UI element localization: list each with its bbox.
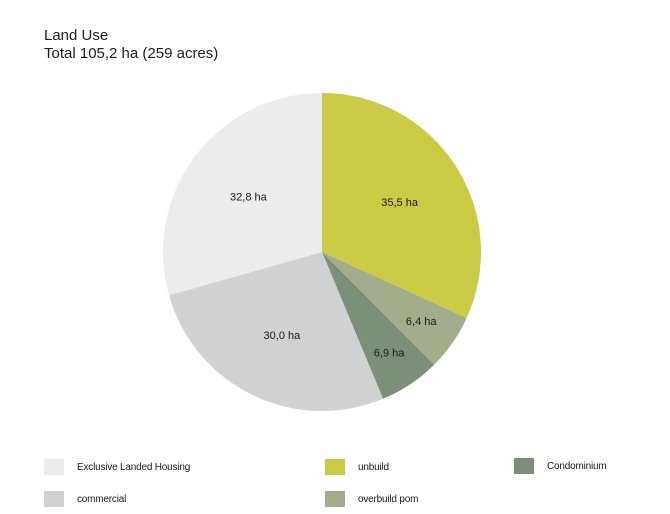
- pie-slice-unbuild: [322, 93, 482, 318]
- pie-slice-condominium: [322, 252, 435, 399]
- legend-label: overbuild pom: [358, 493, 419, 505]
- pie-slice-exclusive-landed-housing: [162, 93, 322, 296]
- legend-item-commercial: commercial: [44, 490, 126, 508]
- slice-value-label: 30,0 ha: [264, 330, 302, 342]
- legend-swatch: [514, 458, 534, 474]
- legend-item-condominium: Condominium: [514, 457, 607, 475]
- legend-swatch: [325, 491, 345, 507]
- legend-swatch: [44, 491, 64, 507]
- legend-label: Exclusive Landed Housing: [77, 461, 191, 473]
- chart-subtitle: Total 105,2 ha (259 acres): [44, 45, 219, 62]
- legend-label: unbuild: [358, 461, 389, 473]
- legend-swatch: [325, 459, 345, 475]
- slice-value-label: 32,8 ha: [230, 191, 268, 203]
- slice-value-label: 6,4 ha: [406, 316, 437, 328]
- legend-swatch: [44, 459, 64, 475]
- legend-label: Condominium: [547, 460, 607, 472]
- slice-value-label: 6,9 ha: [374, 348, 405, 360]
- pie-slice-commercial: [169, 252, 384, 411]
- legend-label: commercial: [77, 493, 127, 505]
- legend-item-unbuild: unbuild: [325, 458, 389, 476]
- slice-value-label: 35,5 ha: [381, 197, 419, 209]
- legend-item-overbuild-pom: overbuild pom: [325, 490, 418, 508]
- pie-slice-overbuild-pom: [322, 252, 467, 365]
- legend-item-exclusive-landed-housing: Exclusive Landed Housing: [44, 458, 190, 476]
- chart-title: Land Use: [44, 27, 109, 44]
